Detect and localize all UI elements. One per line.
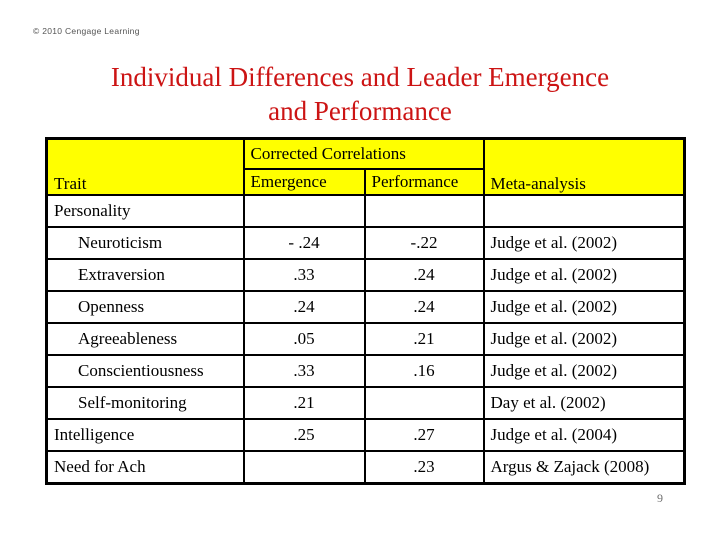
title-line-2: and Performance bbox=[268, 96, 452, 126]
cell-performance: .27 bbox=[363, 418, 485, 452]
cell-trait: Intelligence bbox=[45, 418, 245, 452]
cell-emergence bbox=[242, 450, 366, 485]
column-header-performance: Performance bbox=[363, 168, 485, 196]
cell-meta-analysis: Judge et al. (2002) bbox=[482, 354, 686, 388]
table-row-neuroticism: Neuroticism - .24 -.22 Judge et al. (200… bbox=[45, 226, 686, 260]
cell-emergence: .24 bbox=[242, 290, 366, 324]
cell-performance: -.22 bbox=[363, 226, 485, 260]
cell-trait: Self-monitoring bbox=[45, 386, 245, 420]
table-row-openness: Openness .24 .24 Judge et al. (2002) bbox=[45, 290, 686, 324]
cell-performance bbox=[363, 194, 485, 228]
cell-trait: Openness bbox=[45, 290, 245, 324]
cell-emergence: .25 bbox=[242, 418, 366, 452]
title-line-1: Individual Differences and Leader Emerge… bbox=[110, 62, 610, 92]
cell-performance bbox=[363, 386, 485, 420]
copyright-text: © 2010 Cengage Learning bbox=[33, 26, 140, 36]
cell-meta-analysis: Judge et al. (2002) bbox=[482, 322, 686, 356]
cell-meta-analysis: Judge et al. (2002) bbox=[482, 290, 686, 324]
table-row-personality: Personality bbox=[45, 194, 686, 228]
header-row-1: Trait Corrected Correlations Meta-analys… bbox=[45, 137, 686, 196]
cell-performance: .24 bbox=[363, 258, 485, 292]
cell-emergence: .21 bbox=[242, 386, 366, 420]
cell-performance: .21 bbox=[363, 322, 485, 356]
cell-meta-analysis: Judge et al. (2004) bbox=[482, 418, 686, 452]
correlations-table: Trait Corrected Correlations Meta-analys… bbox=[45, 137, 686, 485]
cell-emergence bbox=[242, 194, 366, 228]
cell-emergence: .33 bbox=[242, 258, 366, 292]
cell-trait: Personality bbox=[45, 194, 245, 228]
slide-title: Individual Differences and Leader Emerge… bbox=[0, 60, 720, 128]
cell-performance: .23 bbox=[363, 450, 485, 485]
page-number: 9 bbox=[657, 491, 663, 505]
header-row-2: Emergence Performance bbox=[47, 168, 685, 196]
cell-emergence: .05 bbox=[242, 322, 366, 356]
cell-meta-analysis: Judge et al. (2002) bbox=[482, 258, 686, 292]
column-header-emergence: Emergence bbox=[242, 168, 366, 196]
table-row-conscientiousness: Conscientiousness .33 .16 Judge et al. (… bbox=[45, 354, 686, 388]
table-row-agreeableness: Agreeableness .05 .21 Judge et al. (2002… bbox=[45, 322, 686, 356]
cell-trait: Need for Ach bbox=[45, 450, 245, 485]
table-row-intelligence: Intelligence .25 .27 Judge et al. (2004) bbox=[45, 418, 686, 452]
cell-trait: Neuroticism bbox=[45, 226, 245, 260]
cell-performance: .16 bbox=[363, 354, 485, 388]
cell-meta-analysis: Argus & Zajack (2008) bbox=[482, 450, 686, 485]
cell-emergence: - .24 bbox=[242, 226, 366, 260]
table-row-self-monitoring: Self-monitoring .21 Day et al. (2002) bbox=[45, 386, 686, 420]
cell-meta-analysis: Day et al. (2002) bbox=[482, 386, 686, 420]
cell-meta-analysis: Judge et al. (2002) bbox=[482, 226, 686, 260]
column-header-meta-analysis: Meta-analysis bbox=[482, 137, 686, 196]
cell-trait: Extraversion bbox=[45, 258, 245, 292]
cell-trait: Conscientiousness bbox=[45, 354, 245, 388]
table-row-need-for-ach: Need for Ach .23 Argus & Zajack (2008) bbox=[45, 450, 686, 485]
table-row-extraversion: Extraversion .33 .24 Judge et al. (2002) bbox=[45, 258, 686, 292]
cell-meta-analysis bbox=[482, 194, 686, 228]
column-header-trait: Trait bbox=[45, 137, 245, 196]
cell-performance: .24 bbox=[363, 290, 485, 324]
cell-emergence: .33 bbox=[242, 354, 366, 388]
cell-trait: Agreeableness bbox=[45, 322, 245, 356]
column-header-corrected-correlations: Corrected Correlations bbox=[242, 137, 485, 170]
